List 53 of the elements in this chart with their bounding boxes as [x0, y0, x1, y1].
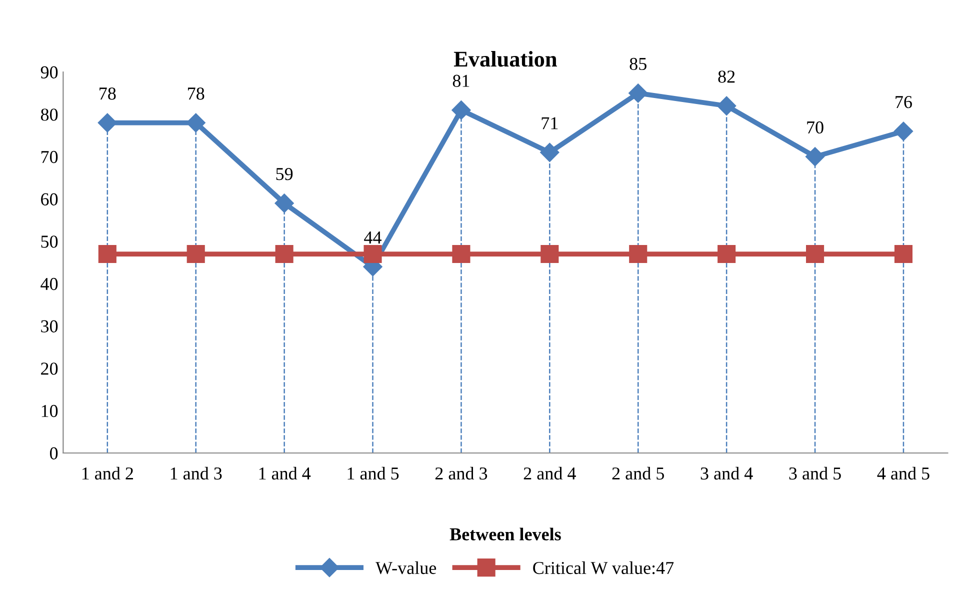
point	[717, 96, 736, 116]
data-label: 81	[452, 74, 470, 87]
y-tick-label: 40	[40, 278, 58, 290]
x-tick-label: 1 and 4	[259, 466, 311, 480]
point	[540, 142, 560, 162]
x-tick-label: 1 and 2	[82, 466, 133, 480]
x-tick-label: 2 and 3	[435, 466, 488, 480]
point	[452, 100, 471, 120]
data-label: 78	[188, 88, 204, 100]
point	[806, 245, 824, 264]
point	[629, 245, 648, 264]
x-tick-label: 2 and 5	[612, 466, 664, 480]
point	[718, 245, 736, 264]
x-tick-label: 3 and 4	[700, 466, 753, 480]
data-label: 71	[542, 117, 558, 130]
y-tick-label: 10	[42, 404, 58, 418]
x-tick-label: 2 and 4	[524, 466, 576, 480]
point	[98, 245, 116, 264]
point	[628, 84, 648, 103]
legend-label: Critical W value:47	[533, 561, 674, 574]
data-label: 78	[100, 88, 116, 100]
x-tick-label: 4 and 5	[877, 466, 930, 480]
y-tick-label: 0	[50, 447, 58, 460]
y-tick-label: 50	[41, 236, 58, 248]
y-tick-label: 20	[41, 362, 58, 375]
point	[275, 245, 294, 264]
x-tick-label: 1 and 3	[170, 466, 222, 480]
x-axis-title: Between levels	[450, 528, 561, 540]
point	[364, 245, 382, 264]
point	[186, 113, 206, 132]
y-tick-label: 70	[41, 150, 58, 164]
point	[452, 245, 470, 264]
point	[894, 245, 912, 264]
point	[540, 245, 559, 264]
point	[186, 245, 205, 264]
point	[894, 122, 914, 141]
chart-title: Evaluation	[454, 51, 557, 67]
legend-label: W-value	[376, 561, 436, 574]
data-label: 44	[364, 232, 382, 244]
y-tick-label: 80	[40, 108, 58, 121]
x-tick-label: 3 and 5	[789, 466, 841, 480]
point	[274, 194, 294, 213]
data-label: 59	[276, 168, 293, 180]
x-tick-label: 1 and 5	[348, 466, 399, 480]
y-tick-label: 60	[41, 193, 58, 206]
y-tick-label: 30	[41, 320, 58, 332]
data-label: 85	[630, 58, 646, 70]
y-tick-label: 90	[40, 66, 58, 78]
point	[805, 147, 825, 166]
point	[98, 113, 117, 132]
data-label: 82	[718, 70, 735, 83]
data-label: 70	[807, 121, 824, 134]
data-label: 76	[896, 96, 912, 108]
